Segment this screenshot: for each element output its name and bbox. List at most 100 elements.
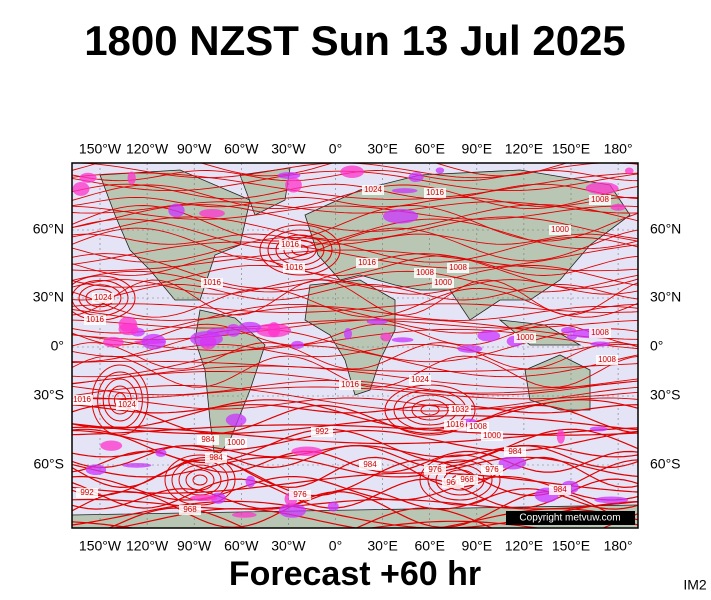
precip-blob: [199, 208, 225, 218]
isobar-label-bg: [424, 188, 446, 198]
precip-blob: [189, 494, 218, 502]
isobar-label-bg: [311, 427, 333, 437]
isobar-label: 1016: [426, 188, 444, 197]
precip-blob: [391, 337, 414, 343]
precip-blob: [118, 323, 139, 336]
isobar: [72, 184, 638, 210]
precip-blob: [85, 464, 107, 475]
isobar: [72, 424, 638, 436]
precip-blob: [556, 429, 565, 444]
precip-blob: [561, 326, 577, 334]
isobar: [72, 227, 638, 262]
precip-blob: [327, 501, 339, 512]
isobar-label-bg: [589, 195, 611, 205]
isobar-label: 992: [80, 488, 94, 497]
isobar-label: 1008: [598, 355, 616, 364]
isobar-label-bg: [449, 405, 471, 415]
isobar: [72, 360, 638, 372]
isobar-label: 1016: [73, 395, 91, 404]
isobar-ring: [427, 459, 493, 501]
isobar: [111, 508, 638, 528]
isobar-label: 984: [363, 460, 377, 469]
isobar: [72, 255, 638, 276]
isobar-label: 984: [209, 453, 223, 462]
isobar: [72, 283, 638, 301]
isobar-label-bg: [424, 465, 446, 475]
precip-blob: [127, 171, 136, 185]
precip-blob: [435, 167, 445, 174]
precip-blob: [457, 344, 483, 353]
precip-blob: [585, 182, 619, 195]
lat-label-right: 30°S: [650, 387, 681, 403]
isobar-label: 1008: [591, 328, 609, 337]
isobar-label-bg: [356, 258, 378, 268]
precip-blob: [225, 413, 247, 427]
lon-label-bottom: 30°W: [271, 538, 306, 554]
precip-blob: [238, 321, 262, 333]
isobar: [72, 444, 638, 469]
isobar: [72, 305, 638, 321]
isobar: [72, 365, 638, 389]
isobar-label: 984: [553, 485, 567, 494]
isobar-label: 1016: [86, 315, 104, 324]
lon-label-bottom: 90°E: [462, 538, 493, 554]
isobar-ring: [185, 469, 215, 491]
lat-label-left: 30°N: [33, 289, 64, 305]
map-frame: [71, 162, 639, 529]
precip-blob: [343, 328, 352, 340]
isobar-label: 1016: [203, 278, 221, 287]
isobar-label: 1024: [118, 400, 136, 409]
isobar-label: 1008: [416, 268, 434, 277]
isobar-label: 1016: [358, 258, 376, 267]
precip-blob: [594, 496, 629, 504]
isobar: [72, 204, 638, 232]
isobar-ring: [435, 464, 485, 496]
precip-blob: [100, 440, 123, 451]
isobar-label-bg: [596, 355, 618, 365]
precip-blob: [380, 332, 392, 342]
isobar-label: 968: [183, 505, 197, 514]
isobar-label-bg: [504, 447, 526, 457]
isobar-label: 1032: [451, 405, 469, 414]
isobar: [72, 303, 638, 334]
isobar-label: 1008: [591, 195, 609, 204]
lon-label-top: 60°W: [224, 141, 259, 157]
precip-blob: [589, 426, 608, 432]
isobar-label: 984: [201, 435, 215, 444]
precip-blob: [340, 165, 365, 178]
lon-label-top: 150°W: [79, 141, 122, 157]
isobar-label-bg: [225, 438, 247, 448]
isobar-label-bg: [279, 240, 301, 250]
isobar: [72, 404, 638, 414]
isobar: [72, 241, 638, 269]
lat-label-right: 0°: [650, 338, 663, 354]
isobar: [72, 426, 638, 445]
isobar-label-bg: [442, 478, 464, 488]
lon-label-bottom: 120°W: [126, 538, 169, 554]
precip-blob: [498, 456, 527, 470]
isobar-ring: [192, 474, 208, 486]
lon-label-bottom: 150°W: [79, 538, 122, 554]
isobar-label: 1016: [446, 420, 464, 429]
precip-blob: [610, 203, 626, 211]
isobar-label: 1024: [94, 293, 112, 302]
lon-label-top: 30°E: [367, 141, 398, 157]
isobar-label-bg: [481, 465, 503, 475]
isobar: [72, 399, 638, 430]
isobar-ring: [259, 224, 341, 276]
lon-label-top: 120°E: [505, 141, 543, 157]
precip-blob: [141, 333, 166, 350]
lon-label-bottom: 90°W: [177, 538, 212, 554]
isobar-label: 976: [293, 490, 307, 499]
isobar: [72, 475, 638, 501]
isobar: [72, 318, 638, 340]
isobar-label-bg: [92, 293, 114, 303]
isobar-label-bg: [514, 333, 536, 343]
isobar: [72, 456, 638, 478]
copyright-box: [506, 511, 635, 525]
isobar-ring: [419, 454, 501, 506]
lon-label-bottom: 180°: [604, 538, 633, 554]
isobar-label: 976: [485, 465, 499, 474]
lon-label-top: 0°: [329, 141, 342, 157]
